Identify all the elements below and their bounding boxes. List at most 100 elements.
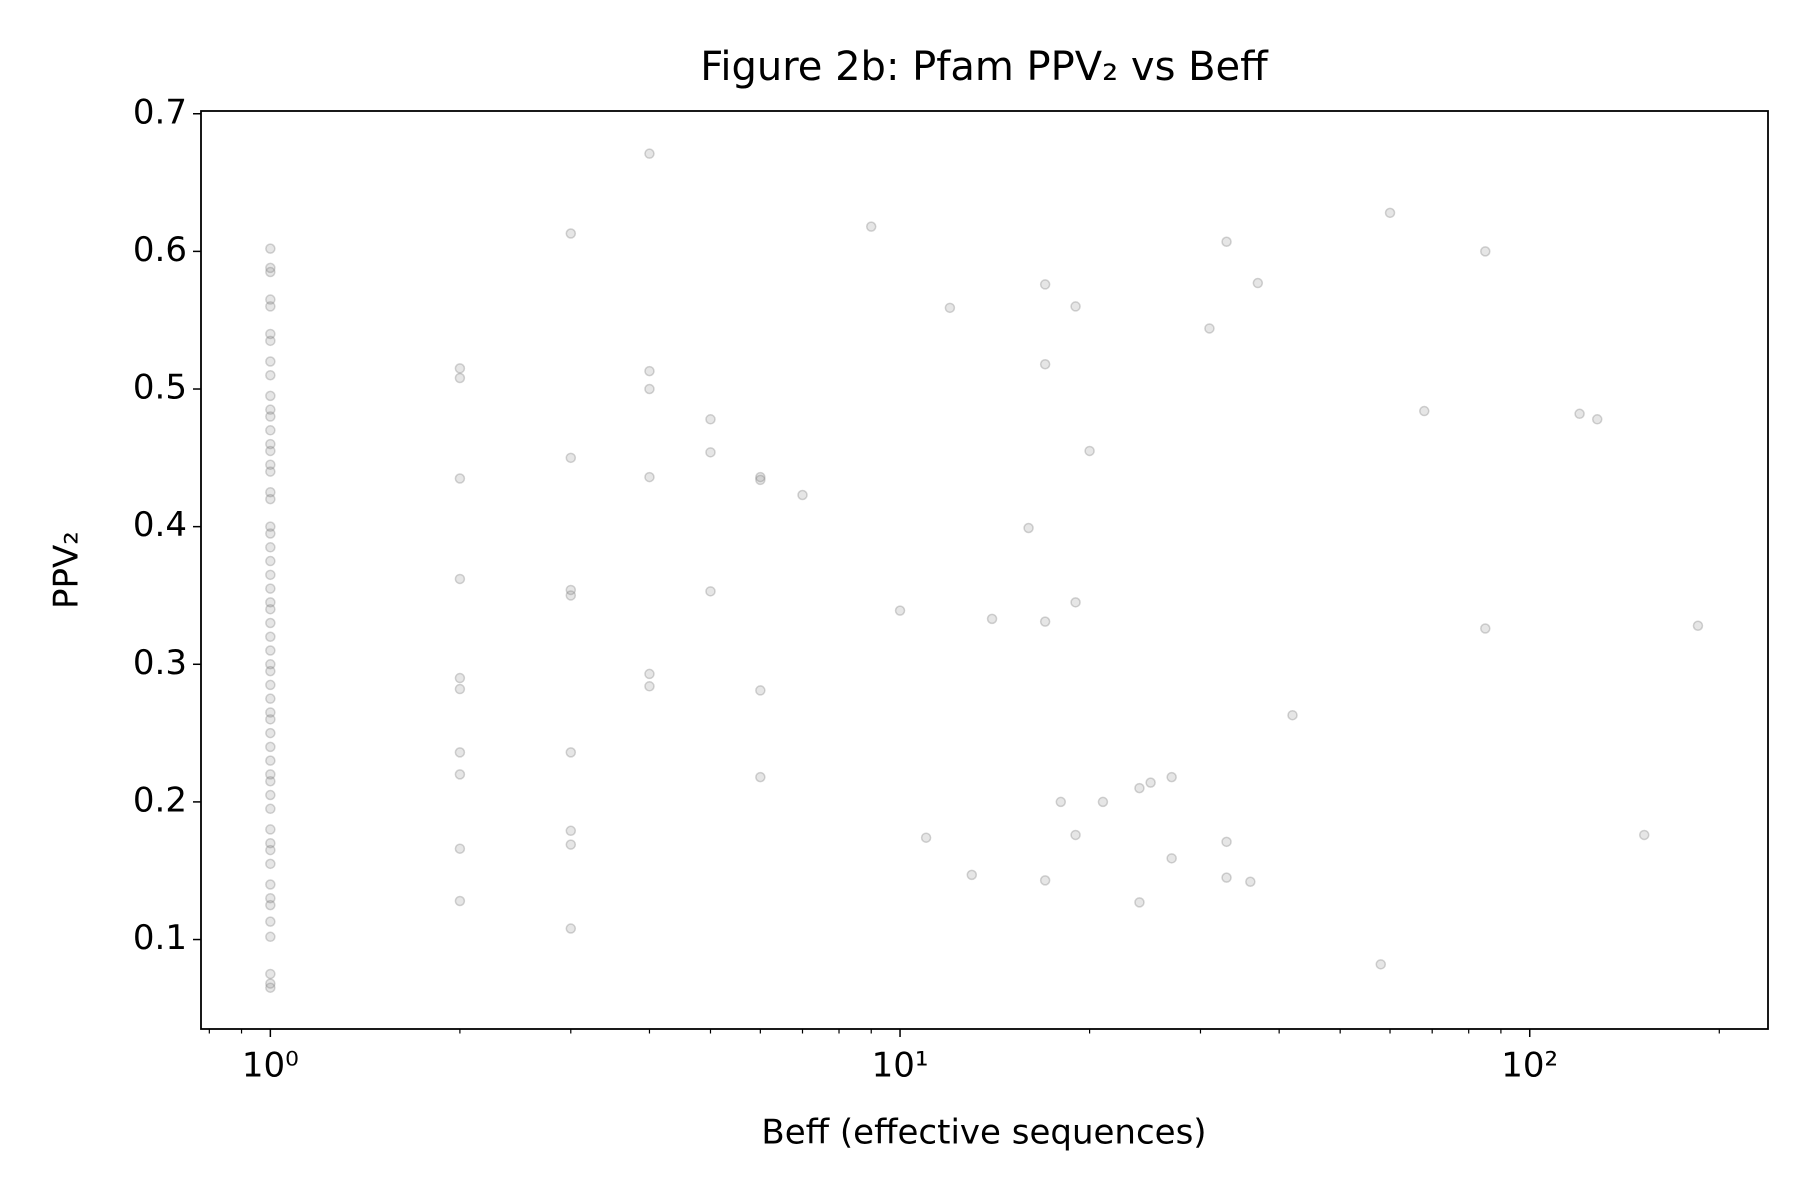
point: [265, 438, 276, 450]
point: [705, 414, 716, 425]
point: [454, 895, 466, 907]
point: [265, 769, 276, 780]
point: [1166, 853, 1177, 864]
point: [1574, 408, 1585, 420]
point: [705, 586, 716, 597]
point: [1419, 405, 1430, 417]
point: [265, 776, 276, 787]
point: [1023, 522, 1034, 534]
point: [1145, 777, 1156, 788]
point: [265, 266, 276, 278]
point: [265, 665, 276, 677]
point: [265, 243, 276, 254]
point: [265, 617, 276, 629]
point: [454, 683, 466, 695]
point: [265, 707, 276, 718]
point: [265, 597, 276, 608]
point: [565, 825, 577, 837]
point: [1070, 829, 1081, 841]
point: [644, 365, 655, 377]
point: [1134, 782, 1145, 794]
point: [1692, 620, 1704, 631]
point: [1638, 829, 1650, 841]
point: [755, 471, 766, 483]
point: [265, 328, 276, 340]
point: [1039, 279, 1051, 290]
point: [755, 685, 766, 696]
point: [644, 148, 655, 159]
point: [454, 843, 466, 854]
y-tick-label: 0.6: [133, 230, 187, 270]
point: [1221, 236, 1232, 247]
point: [986, 613, 998, 625]
y-tick-label: 0.3: [133, 643, 187, 683]
point: [565, 584, 577, 596]
plot-frame: [200, 110, 1769, 1030]
point: [966, 869, 978, 881]
point: [265, 466, 276, 477]
point: [265, 789, 276, 801]
point: [1204, 323, 1215, 334]
point: [1221, 872, 1232, 883]
point: [1055, 796, 1067, 808]
point: [1245, 876, 1256, 887]
point: [565, 228, 577, 239]
point: [565, 747, 577, 758]
point: [265, 335, 276, 347]
point: [265, 893, 276, 904]
point: [565, 923, 577, 934]
point: [1591, 414, 1603, 425]
y-tick-label: 0.5: [133, 368, 187, 408]
point: [265, 425, 276, 436]
point: [1084, 445, 1095, 457]
point: [265, 968, 276, 980]
point: [644, 681, 655, 692]
point: [265, 879, 276, 890]
point: [454, 363, 466, 374]
x-tick-label: 10¹: [872, 1046, 929, 1086]
point: [265, 844, 276, 856]
y-axis-label: PPV₂: [47, 531, 87, 609]
point: [265, 824, 276, 835]
point: [265, 459, 276, 470]
point: [265, 714, 276, 725]
point: [644, 668, 655, 680]
point: [265, 603, 276, 615]
point: [265, 693, 276, 704]
point: [1070, 597, 1081, 608]
point: [265, 411, 276, 422]
point: [565, 452, 577, 464]
point: [1070, 301, 1081, 312]
point: [265, 679, 276, 691]
point: [265, 262, 276, 274]
point: [265, 916, 276, 927]
point: [265, 301, 276, 312]
point: [454, 573, 466, 585]
point: [644, 383, 655, 395]
point: [920, 832, 932, 843]
y-tick-label: 0.7: [133, 92, 187, 132]
point: [265, 486, 276, 498]
point: [265, 659, 276, 670]
point: [1039, 616, 1051, 627]
point: [1384, 207, 1396, 219]
point: [265, 837, 276, 849]
point: [454, 372, 466, 384]
point: [1252, 277, 1264, 289]
point: [265, 404, 276, 415]
point: [565, 590, 577, 601]
point: [1166, 771, 1177, 783]
point: [265, 493, 276, 505]
point: [265, 931, 276, 943]
point: [454, 747, 466, 758]
point: [565, 839, 577, 850]
point: [1134, 897, 1145, 908]
point: [265, 569, 276, 581]
x-axis-label: Beff (effective sequences): [761, 1113, 1206, 1153]
point: [705, 447, 716, 458]
y-tick-label: 0.2: [133, 780, 187, 820]
y-tick-label: 0.4: [133, 505, 187, 545]
chart-title: Figure 2b: Pfam PPV₂ vs Beff: [700, 44, 1269, 90]
y-tick-label: 0.1: [133, 918, 187, 958]
